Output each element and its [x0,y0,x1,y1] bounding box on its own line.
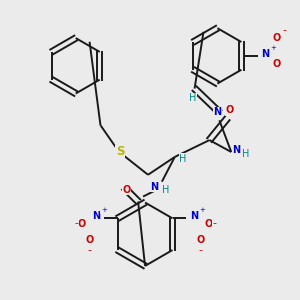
Text: N: N [232,145,240,155]
Text: O: O [122,184,130,195]
Text: O: O [273,33,281,43]
Text: -: - [212,218,216,228]
Text: +: + [101,207,107,213]
Text: -: - [74,218,78,228]
Text: +: + [199,207,205,213]
Text: O: O [204,219,212,229]
Text: H: H [162,184,169,195]
Text: -: - [88,245,92,255]
Text: N: N [150,182,158,192]
Text: O: O [273,59,281,69]
Text: H: H [242,149,250,159]
Text: H: H [179,154,186,164]
Text: O: O [225,105,233,116]
Text: O: O [196,235,204,245]
Text: O: O [78,219,86,229]
Text: N: N [261,49,269,59]
Text: N: N [190,212,198,221]
Text: -: - [198,245,202,255]
Text: -: - [283,25,287,35]
Text: O: O [86,235,94,245]
Text: N: N [213,107,221,117]
Text: S: S [116,146,124,158]
Text: N: N [92,212,100,221]
Text: +: + [270,45,276,51]
Text: H: H [189,94,196,103]
